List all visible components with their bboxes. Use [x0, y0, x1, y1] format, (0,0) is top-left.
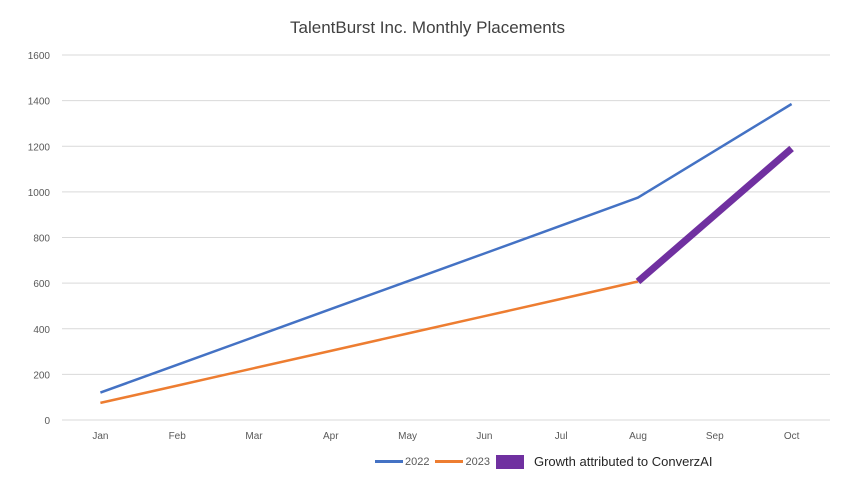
series-line-growth-attributed-to-converzai — [635, 145, 794, 285]
x-tick-label: Aug — [629, 431, 647, 442]
y-tick-label: 800 — [33, 234, 50, 245]
legend-label-2022: 2022 — [405, 455, 430, 468]
chart-title: TalentBurst Inc. Monthly Placements — [290, 18, 565, 37]
y-tick-label: 1400 — [28, 97, 51, 108]
x-tick-label: Jan — [92, 431, 108, 442]
legend-item-2022: 2022 — [375, 456, 429, 468]
x-tick-label: Jul — [555, 431, 568, 442]
legend: 2022 2023 Growth attributed to ConverzAI — [375, 454, 718, 469]
x-tick-label: Apr — [323, 431, 339, 442]
x-tick-label: Jun — [476, 431, 492, 442]
y-tick-label: 400 — [33, 325, 50, 336]
x-tick-label: Sep — [706, 431, 724, 442]
y-tick-label: 1200 — [28, 142, 51, 153]
y-tick-label: 1600 — [28, 51, 51, 62]
legend-item-2023: 2023 — [435, 455, 490, 468]
legend-swatch-converzai — [495, 454, 524, 469]
legend-label-2023: 2023 — [465, 455, 490, 468]
legend-swatch-2022 — [375, 460, 403, 463]
y-tick-label: 0 — [44, 416, 50, 427]
series-line-2022 — [99, 102, 793, 394]
legend-item-converzai: Growth attributed to ConverzAI — [495, 454, 713, 469]
y-tick-label: 1000 — [28, 188, 51, 199]
x-tick-label: May — [398, 431, 417, 442]
legend-swatch-2023 — [435, 460, 464, 463]
x-tick-label: Oct — [784, 431, 800, 442]
y-tick-label: 200 — [33, 370, 50, 381]
x-tick-label: Mar — [245, 431, 263, 442]
x-tick-label: Feb — [169, 431, 187, 442]
legend-label-converzai: Growth attributed to ConverzAI — [533, 454, 713, 469]
series-line-2023 — [100, 280, 639, 405]
y-tick-label: 600 — [33, 279, 50, 290]
